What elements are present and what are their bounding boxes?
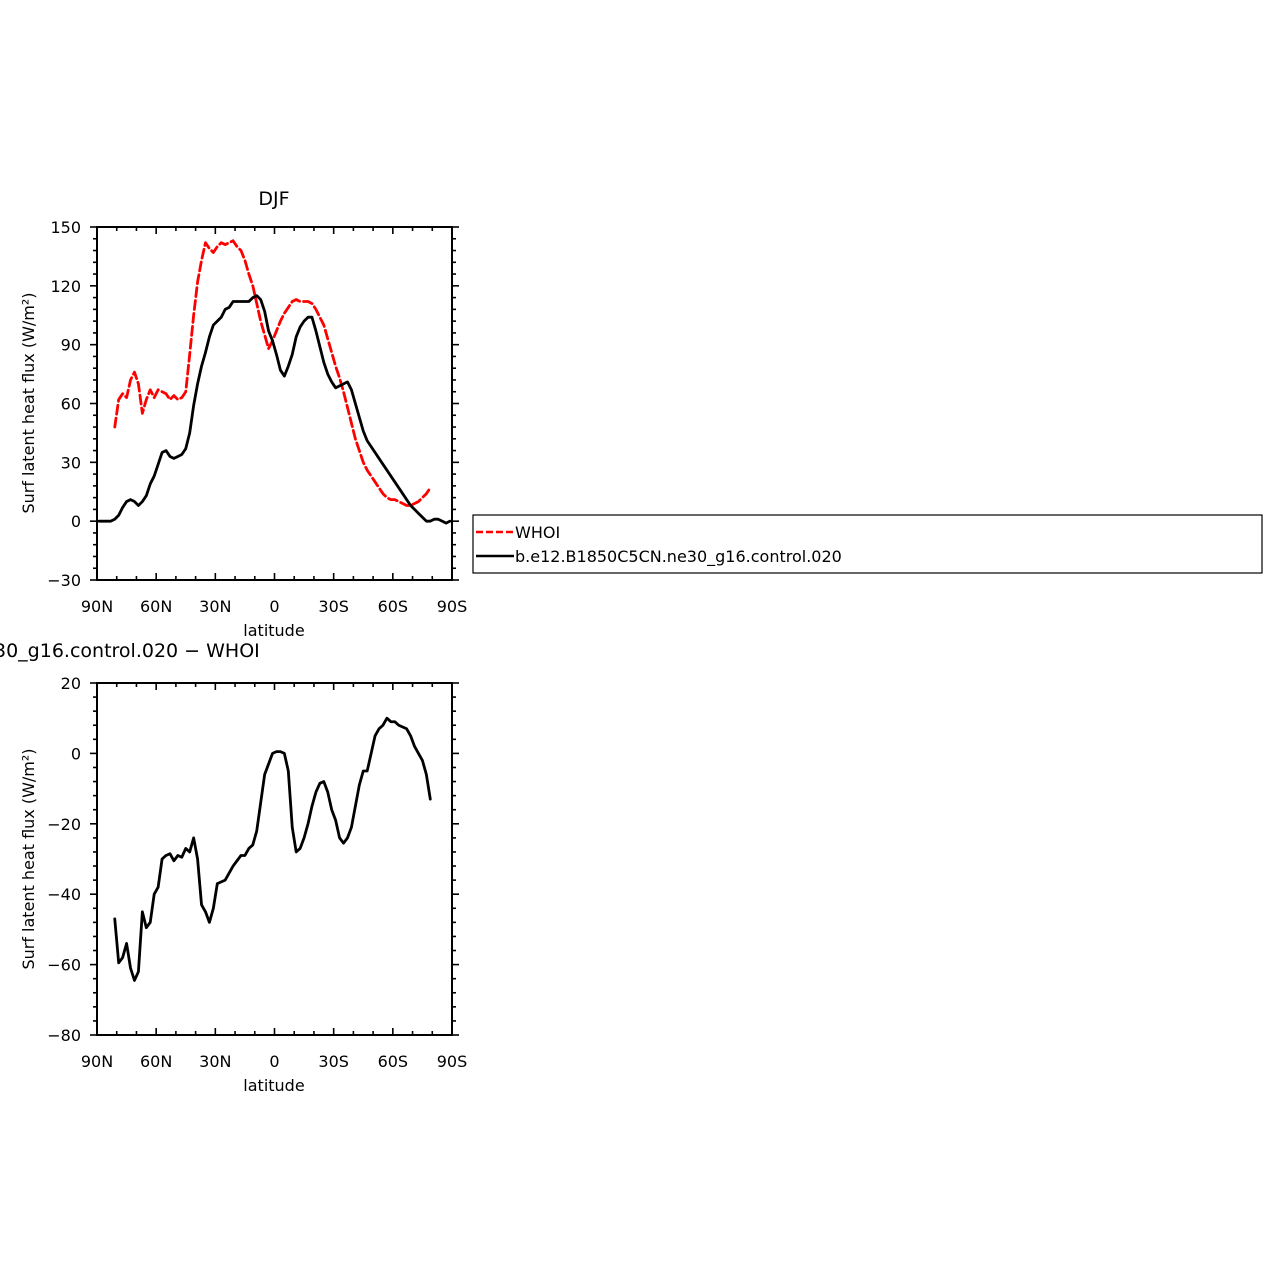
- y-tick-label: 30: [61, 453, 81, 472]
- x-tick-label: 90N: [81, 597, 113, 616]
- legend-box: [472, 514, 1263, 574]
- x-tick-label: 60N: [140, 597, 172, 616]
- x-tick-label: 30S: [318, 597, 349, 616]
- djf-panel: DJF 90N 60N 30N 0 30S 60S 90S−300306090120150 …: [19, 188, 467, 640]
- y-tick-label: −30: [47, 571, 81, 590]
- x-axis-title-difference: latitude: [243, 1076, 304, 1095]
- x-axis-title: latitude: [243, 621, 304, 640]
- y-tick-label: 120: [50, 277, 81, 296]
- y-tick-label: −60: [47, 956, 81, 975]
- panel-title-difference: b.e12.B1850C5CN.ne30_g16.control.020 − W…: [0, 640, 260, 662]
- y-axis-title: Surf latent heat flux (W/m²): [19, 292, 38, 513]
- x-tick-label: 60S: [378, 597, 409, 616]
- legend-label-whoi: WHOI: [515, 523, 560, 542]
- x-tick-label: 60N: [140, 1052, 172, 1071]
- x-tick-label: 60S: [378, 1052, 409, 1071]
- y-tick-label: −20: [47, 815, 81, 834]
- y-tick-label: −40: [47, 885, 81, 904]
- difference-panel: b.e12.B1850C5CN.ne30_g16.control.020 − W…: [0, 640, 467, 1095]
- y-tick-label: 60: [61, 395, 81, 414]
- x-tick-label: 90S: [437, 597, 468, 616]
- x-tick-label: 30N: [199, 597, 231, 616]
- x-tick-label: 30N: [199, 1052, 231, 1071]
- x-tick-label: 90N: [81, 1052, 113, 1071]
- plot-frame-difference: [96, 682, 453, 1036]
- panel-title: DJF: [258, 188, 289, 210]
- y-tick-label: 150: [50, 218, 81, 237]
- y-tick-label: 0: [71, 744, 81, 763]
- y-tick-label: −80: [47, 1026, 81, 1045]
- x-tick-label: 30S: [318, 1052, 349, 1071]
- y-tick-label: 0: [71, 512, 81, 531]
- y-tick-label: 90: [61, 336, 81, 355]
- x-tick-label: 0: [269, 1052, 279, 1071]
- legend: WHOI b.e12.B1850C5CN.ne30_g16.control.02…: [472, 514, 1263, 574]
- plot-frame: [96, 226, 453, 581]
- legend-label-model: b.e12.B1850C5CN.ne30_g16.control.020: [515, 547, 842, 567]
- x-tick-label: 90S: [437, 1052, 468, 1071]
- series-line-difference: [113, 716, 432, 982]
- y-axis-title-difference: Surf latent heat flux (W/m²): [19, 748, 38, 969]
- series-line-b-e12-b1850c5cn-ne30-g16-control-020: [97, 294, 452, 525]
- x-tick-label: 0: [269, 597, 279, 616]
- y-tick-label: 20: [61, 674, 81, 693]
